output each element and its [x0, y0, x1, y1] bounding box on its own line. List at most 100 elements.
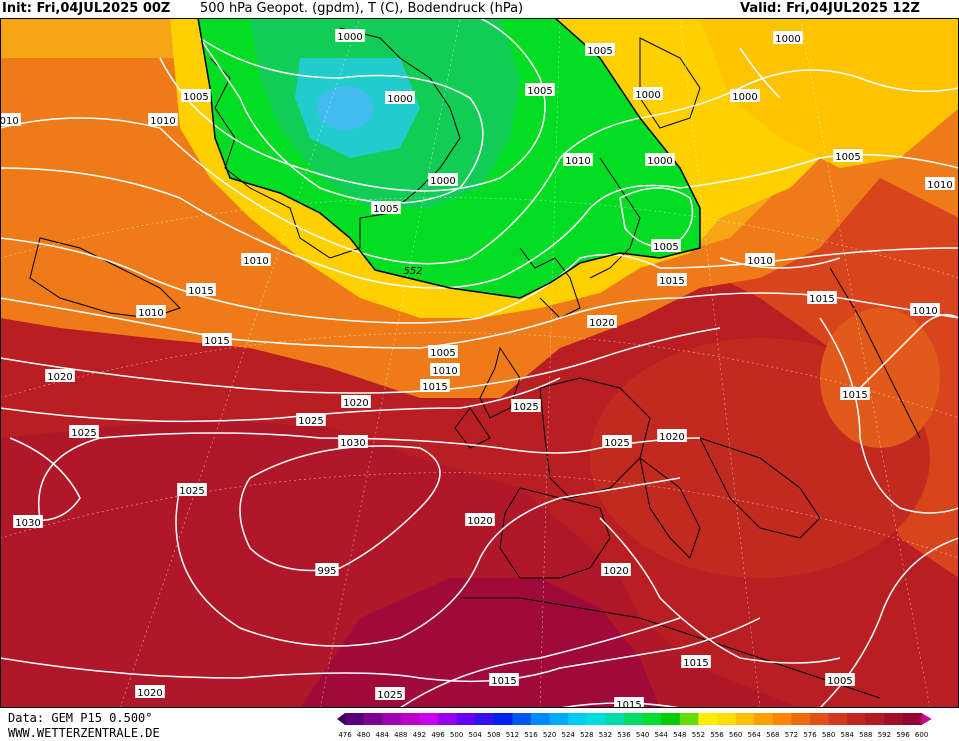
scale-tick-label: 556	[710, 731, 724, 739]
scale-swatch	[400, 713, 420, 725]
isobar-label-text: 1015	[842, 390, 867, 401]
weather-map: 1000 1000 1000 1000 1000 1000 1000 1005 1005 1005…	[0, 18, 959, 708]
scale-tick-label: 600	[915, 731, 928, 739]
shading-cyan-center	[317, 86, 373, 130]
isobar-label-text: 1020	[589, 318, 614, 329]
isobar-label: 1030	[13, 515, 43, 529]
isobar-label-text: 1015	[809, 294, 834, 305]
isobar-label: 1005	[371, 201, 401, 215]
isobar-label: 995	[315, 563, 339, 577]
isobar-label: 1010	[925, 177, 955, 191]
isobar-label: 1025	[296, 413, 326, 427]
scale-swatch	[586, 713, 606, 725]
isobar-label: 1005	[825, 673, 855, 687]
scale-tick-label: 536	[617, 731, 631, 739]
isobar-label: 1020	[601, 563, 631, 577]
scale-tick-label: 484	[376, 731, 390, 739]
isobar-label-text: 1005	[827, 676, 852, 687]
scale-tick-label: 492	[413, 731, 426, 739]
scale-swatch	[735, 713, 755, 725]
isobar-label-text: 1020	[47, 372, 72, 383]
isobar-label-text: 1000	[732, 92, 757, 103]
scale-swatch	[661, 713, 681, 725]
scale-swatch	[345, 713, 364, 725]
scale-swatch	[363, 713, 383, 725]
isobar-label: 1010	[241, 253, 271, 267]
isobar-label-text: 1020	[137, 688, 162, 699]
isobar-label-text: 1030	[340, 438, 365, 449]
scale-swatch	[810, 713, 829, 725]
scale-swatch	[847, 713, 867, 725]
isobar-label: 1025	[69, 425, 99, 439]
isobar-label-text: 995	[317, 566, 336, 577]
shading-east-orange-blob	[820, 308, 940, 448]
website-label: WWW.WETTERZENTRALE.DE	[8, 726, 160, 740]
isobar-label: 1010	[136, 305, 166, 319]
isobar-label: 1005	[181, 89, 211, 103]
isobar-label-text: 1025	[179, 486, 204, 497]
scale-tick-label: 528	[580, 731, 593, 739]
isobar-label: 1020	[587, 315, 617, 329]
isobar-label-text: 1010	[432, 366, 457, 377]
isobar-label: 1010	[745, 253, 775, 267]
isobar-label: 1020	[135, 685, 165, 699]
isobar-label-text: 1000	[430, 176, 455, 187]
isobar-label-text: 1020	[603, 566, 628, 577]
shading-yellow-east-blob	[700, 18, 959, 168]
scale-swatch	[884, 713, 904, 725]
isobar-label: 1010	[563, 153, 593, 167]
shading-africa-magenta	[300, 578, 660, 708]
isobar-label-text: 1010	[565, 156, 590, 167]
isobar-label: 1000	[633, 87, 663, 101]
scale-tick-label: 588	[859, 731, 872, 739]
scale-swatch	[754, 713, 774, 725]
scale-swatch	[791, 713, 811, 725]
scale-tick-label: 552	[692, 731, 705, 739]
isobar-label: 1000	[335, 29, 365, 43]
isobar-label: 1000	[385, 91, 415, 105]
scale-swatch	[828, 713, 848, 725]
scale-swatch	[903, 713, 922, 725]
scale-tick-label: 548	[673, 731, 686, 739]
isobar-label: 1015	[420, 379, 450, 393]
scale-tick-label: 524	[562, 731, 576, 739]
scale-swatch	[438, 713, 457, 725]
scale-tick-label: 592	[878, 731, 891, 739]
isobar-label: 1005	[833, 149, 863, 163]
scale-swatch	[642, 713, 662, 725]
isobar-label-text: 1030	[15, 518, 40, 529]
isobar-label-text: 1010	[138, 308, 163, 319]
isobar-label-text: 1005	[430, 348, 455, 359]
isobar-label: 1010	[0, 113, 21, 127]
scale-tick-label: 544	[655, 731, 669, 739]
scale-tick-label: 540	[636, 731, 649, 739]
isobar-label: 1020	[45, 369, 75, 383]
isobar-label: 1015	[202, 333, 232, 347]
init-time-label: Init: Fri,04JUL2025 00Z	[2, 1, 171, 16]
scale-swatch	[549, 713, 569, 725]
isobar-label: 1010	[148, 113, 178, 127]
scale-swatch	[921, 713, 932, 725]
isobar-label: 1025	[511, 399, 541, 413]
scale-tick-label: 596	[896, 731, 910, 739]
data-source-label: Data: GEM P15 0.500°	[8, 711, 153, 725]
isobar-label-text: 1000	[775, 34, 800, 45]
isobar-label-text: 1015	[422, 382, 447, 393]
isobar-label-text: 1015	[188, 286, 213, 297]
isobar-label: 1000	[645, 153, 675, 167]
scale-tick-label: 564	[748, 731, 762, 739]
isobar-label: 1015	[489, 673, 519, 687]
isobar-label: 1000	[730, 89, 760, 103]
isobar-label-text: 1000	[635, 90, 660, 101]
isobar-label-text: 1015	[683, 658, 708, 669]
scale-tick-label: 584	[841, 731, 855, 739]
scale-swatch	[772, 713, 792, 725]
scale-tick-label: 508	[487, 731, 500, 739]
isobar-label-text: 1020	[467, 516, 492, 527]
isobar-label-text: 1005	[527, 86, 552, 97]
isobar-label-text: 1015	[616, 700, 641, 708]
isobar-label-text: 1005	[373, 204, 398, 215]
isobar-label-text: 1020	[343, 398, 368, 409]
scale-swatch	[624, 713, 643, 725]
